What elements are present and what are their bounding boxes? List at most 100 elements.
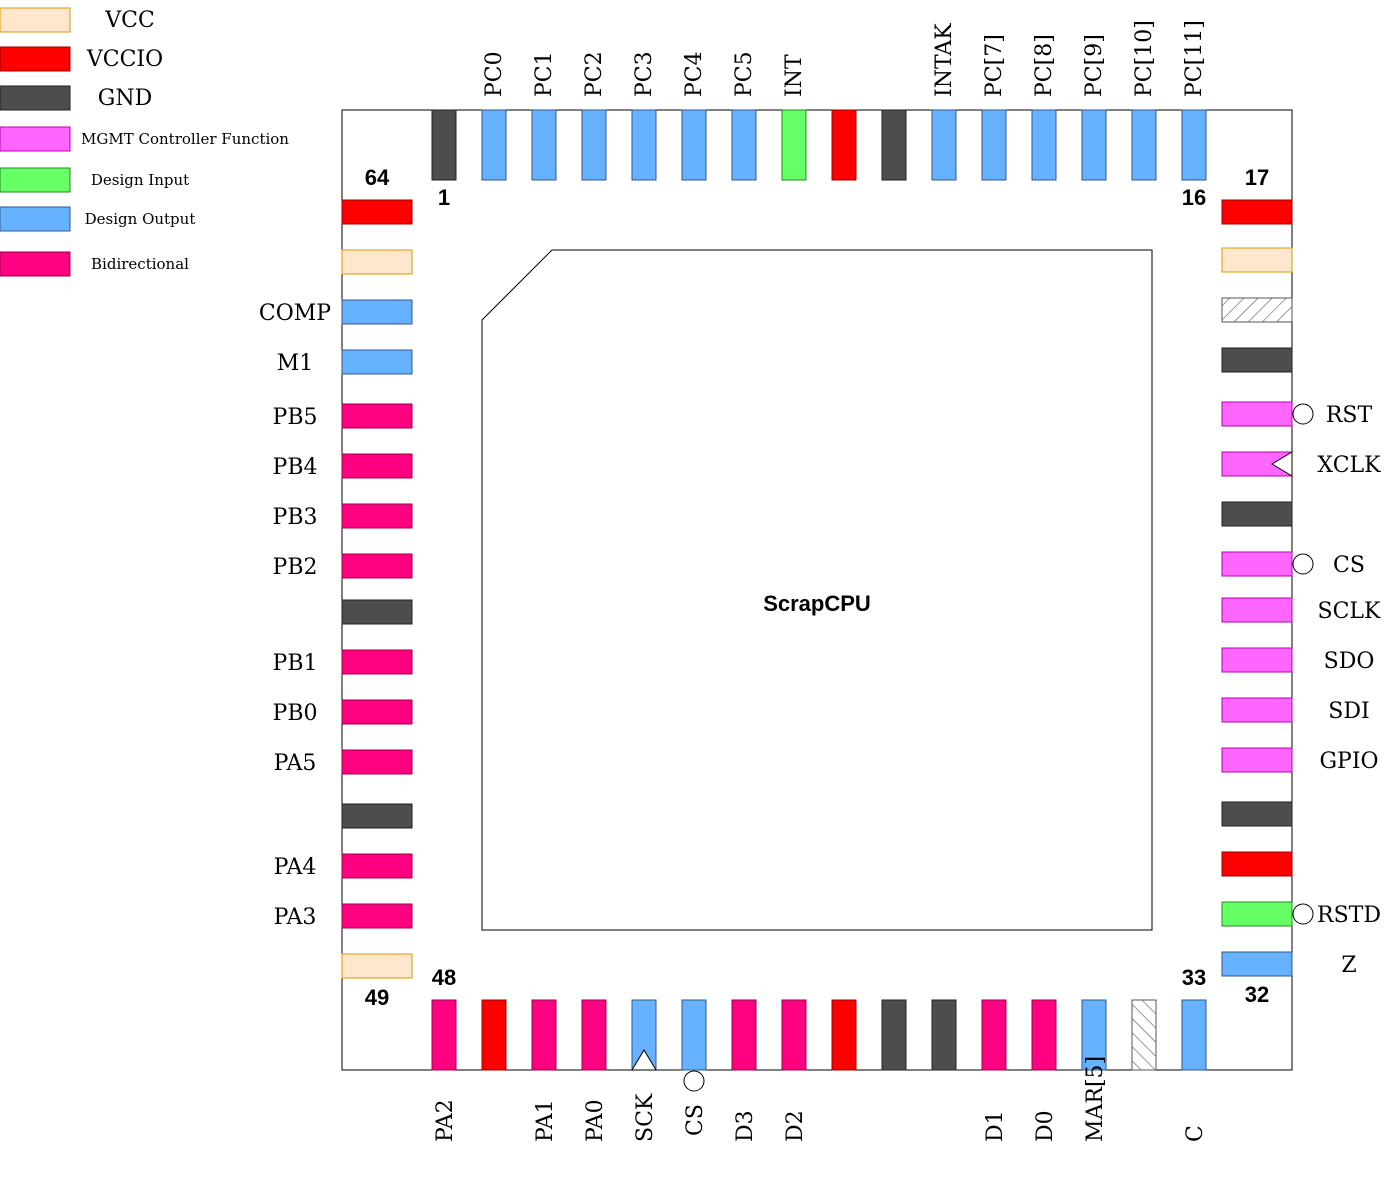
pin-label-pb5: PB5: [273, 405, 318, 430]
pin-right-11-sdi: [1221, 697, 1293, 723]
pin-bottom-15: [1131, 999, 1157, 1071]
pin-top-1: [431, 109, 457, 181]
pin-left-16: [341, 953, 413, 979]
pin-number-48: 48: [432, 965, 456, 990]
pin-number-1: 1: [438, 185, 450, 210]
pin-label-pb0: PB0: [273, 701, 318, 726]
legend-swatch-vcc: [0, 7, 71, 33]
legend-label-vccio: VCCIO: [86, 47, 163, 72]
pin-label-pc-7: PC[7]: [982, 34, 1007, 97]
pin-right-10-sdo: [1221, 647, 1293, 673]
pin-top-2-pc0: [481, 109, 507, 181]
pin-number-32: 32: [1245, 982, 1269, 1007]
pin-label-rst: RST: [1326, 403, 1373, 428]
pin-bottom-2: [481, 999, 507, 1071]
pin-bottom-10: [881, 999, 907, 1071]
pin-bottom-1-pa2: [431, 999, 457, 1071]
pin-top-12-pc-7: [981, 109, 1007, 181]
pin-left-6-pb4: [341, 453, 413, 479]
pin-top-7-pc5: [731, 109, 757, 181]
pin-right-8-cs: [1221, 551, 1293, 577]
legend-label-gnd: GND: [98, 86, 152, 111]
pin-left-10-pb1: [341, 649, 413, 675]
legend-swatch-bidirectional: [0, 251, 71, 277]
pin-number-16: 16: [1182, 185, 1206, 210]
pin-label-cs: CS: [683, 1104, 708, 1136]
pin-top-4-pc2: [581, 109, 607, 181]
pin-label-pc-10: PC[10]: [1132, 20, 1157, 97]
pin-left-2: [341, 249, 413, 275]
pin-label-pb1: PB1: [273, 651, 318, 676]
pin-label-pb2: PB2: [273, 555, 318, 580]
package-outline: [341, 109, 1293, 1071]
pin-label-pc5: PC5: [732, 51, 757, 97]
pin-right-5-rst: [1221, 401, 1293, 427]
pin-left-5-pb5: [341, 403, 413, 429]
pin-bottom-9: [831, 999, 857, 1071]
pin-label-xclk: XCLK: [1317, 453, 1381, 478]
pin-bottom-16-c: [1181, 999, 1207, 1071]
pin-label-pa5: PA5: [274, 751, 317, 776]
pin-bottom-8-d2: [781, 999, 807, 1071]
pin-left-8-pb2: [341, 553, 413, 579]
pin-left-1: [341, 199, 413, 225]
pin-label-pc3: PC3: [632, 51, 657, 97]
pin-top-11-intak: [931, 109, 957, 181]
legend-swatch-mgmt-controller-function: [0, 126, 71, 152]
pin-label-pb3: PB3: [273, 505, 318, 530]
pin-label-cs: CS: [1333, 553, 1365, 578]
pin-label-pc-8: PC[8]: [1032, 34, 1057, 97]
pin-right-13: [1221, 801, 1293, 827]
pin-left-13: [341, 803, 413, 829]
pin-right-4: [1221, 347, 1293, 373]
pin-number-17: 17: [1245, 165, 1269, 190]
active-low-marker: [1292, 903, 1314, 925]
active-low-marker: [1292, 403, 1314, 425]
legend-label-design-input: Design Input: [91, 171, 189, 189]
pin-top-15-pc-10: [1131, 109, 1157, 181]
pin-right-14: [1221, 851, 1293, 877]
pin-number-64: 64: [365, 165, 390, 190]
pin-label-mar-5: MAR[5]: [1083, 1056, 1108, 1142]
pin-bottom-4-pa0: [581, 999, 607, 1071]
pin-label-pa4: PA4: [274, 855, 317, 880]
pin-bottom-14-mar-5: [1081, 999, 1107, 1071]
pin-label-pc1: PC1: [532, 51, 557, 97]
pin-label-pb4: PB4: [273, 455, 318, 480]
chip-title: ScrapCPU: [763, 591, 871, 616]
clock-marker: [631, 1049, 657, 1071]
pin-left-15-pa3: [341, 903, 413, 929]
pin-top-13-pc-8: [1031, 109, 1057, 181]
pin-label-sclk: SCLK: [1318, 599, 1382, 624]
pin-left-7-pb3: [341, 503, 413, 529]
pin-bottom-12-d1: [981, 999, 1007, 1071]
pin-top-10: [881, 109, 907, 181]
pin-top-5-pc3: [631, 109, 657, 181]
pin-bottom-6-cs: [681, 999, 707, 1071]
pin-top-16-pc-11: [1181, 109, 1207, 181]
pin-label-m1: M1: [277, 351, 314, 376]
pin-label-comp: COMP: [259, 301, 331, 326]
pin-label-d1: D1: [983, 1110, 1008, 1142]
pin-top-14-pc-9: [1081, 109, 1107, 181]
pin-left-14-pa4: [341, 853, 413, 879]
pin-label-d3: D3: [733, 1110, 758, 1142]
pin-label-sdo: SDO: [1324, 649, 1375, 674]
pin-label-d2: D2: [783, 1110, 808, 1142]
pin-label-pa3: PA3: [274, 905, 317, 930]
pin-label-sck: SCK: [633, 1093, 658, 1142]
pin-right-7: [1221, 501, 1293, 527]
pin-label-gpio: GPIO: [1319, 749, 1378, 774]
pin-label-pc4: PC4: [682, 51, 707, 97]
legend-swatch-vccio: [0, 46, 71, 72]
pin-label-d0: D0: [1033, 1110, 1058, 1142]
active-low-marker: [683, 1070, 705, 1092]
pin-right-2: [1221, 247, 1293, 273]
pin-label-rstd: RSTD: [1317, 903, 1381, 928]
pins: PC0 PC1 PC2 PC3 PC4 PC5 INT INTAK PC[7] PC[8] PC[9…: [259, 20, 1381, 1142]
pin-label-c: C: [1183, 1125, 1208, 1142]
pin-right-15-rstd: [1221, 901, 1293, 927]
pin-label-z: Z: [1341, 953, 1356, 978]
pin-number-33: 33: [1182, 965, 1206, 990]
pin-label-pc2: PC2: [582, 51, 607, 97]
